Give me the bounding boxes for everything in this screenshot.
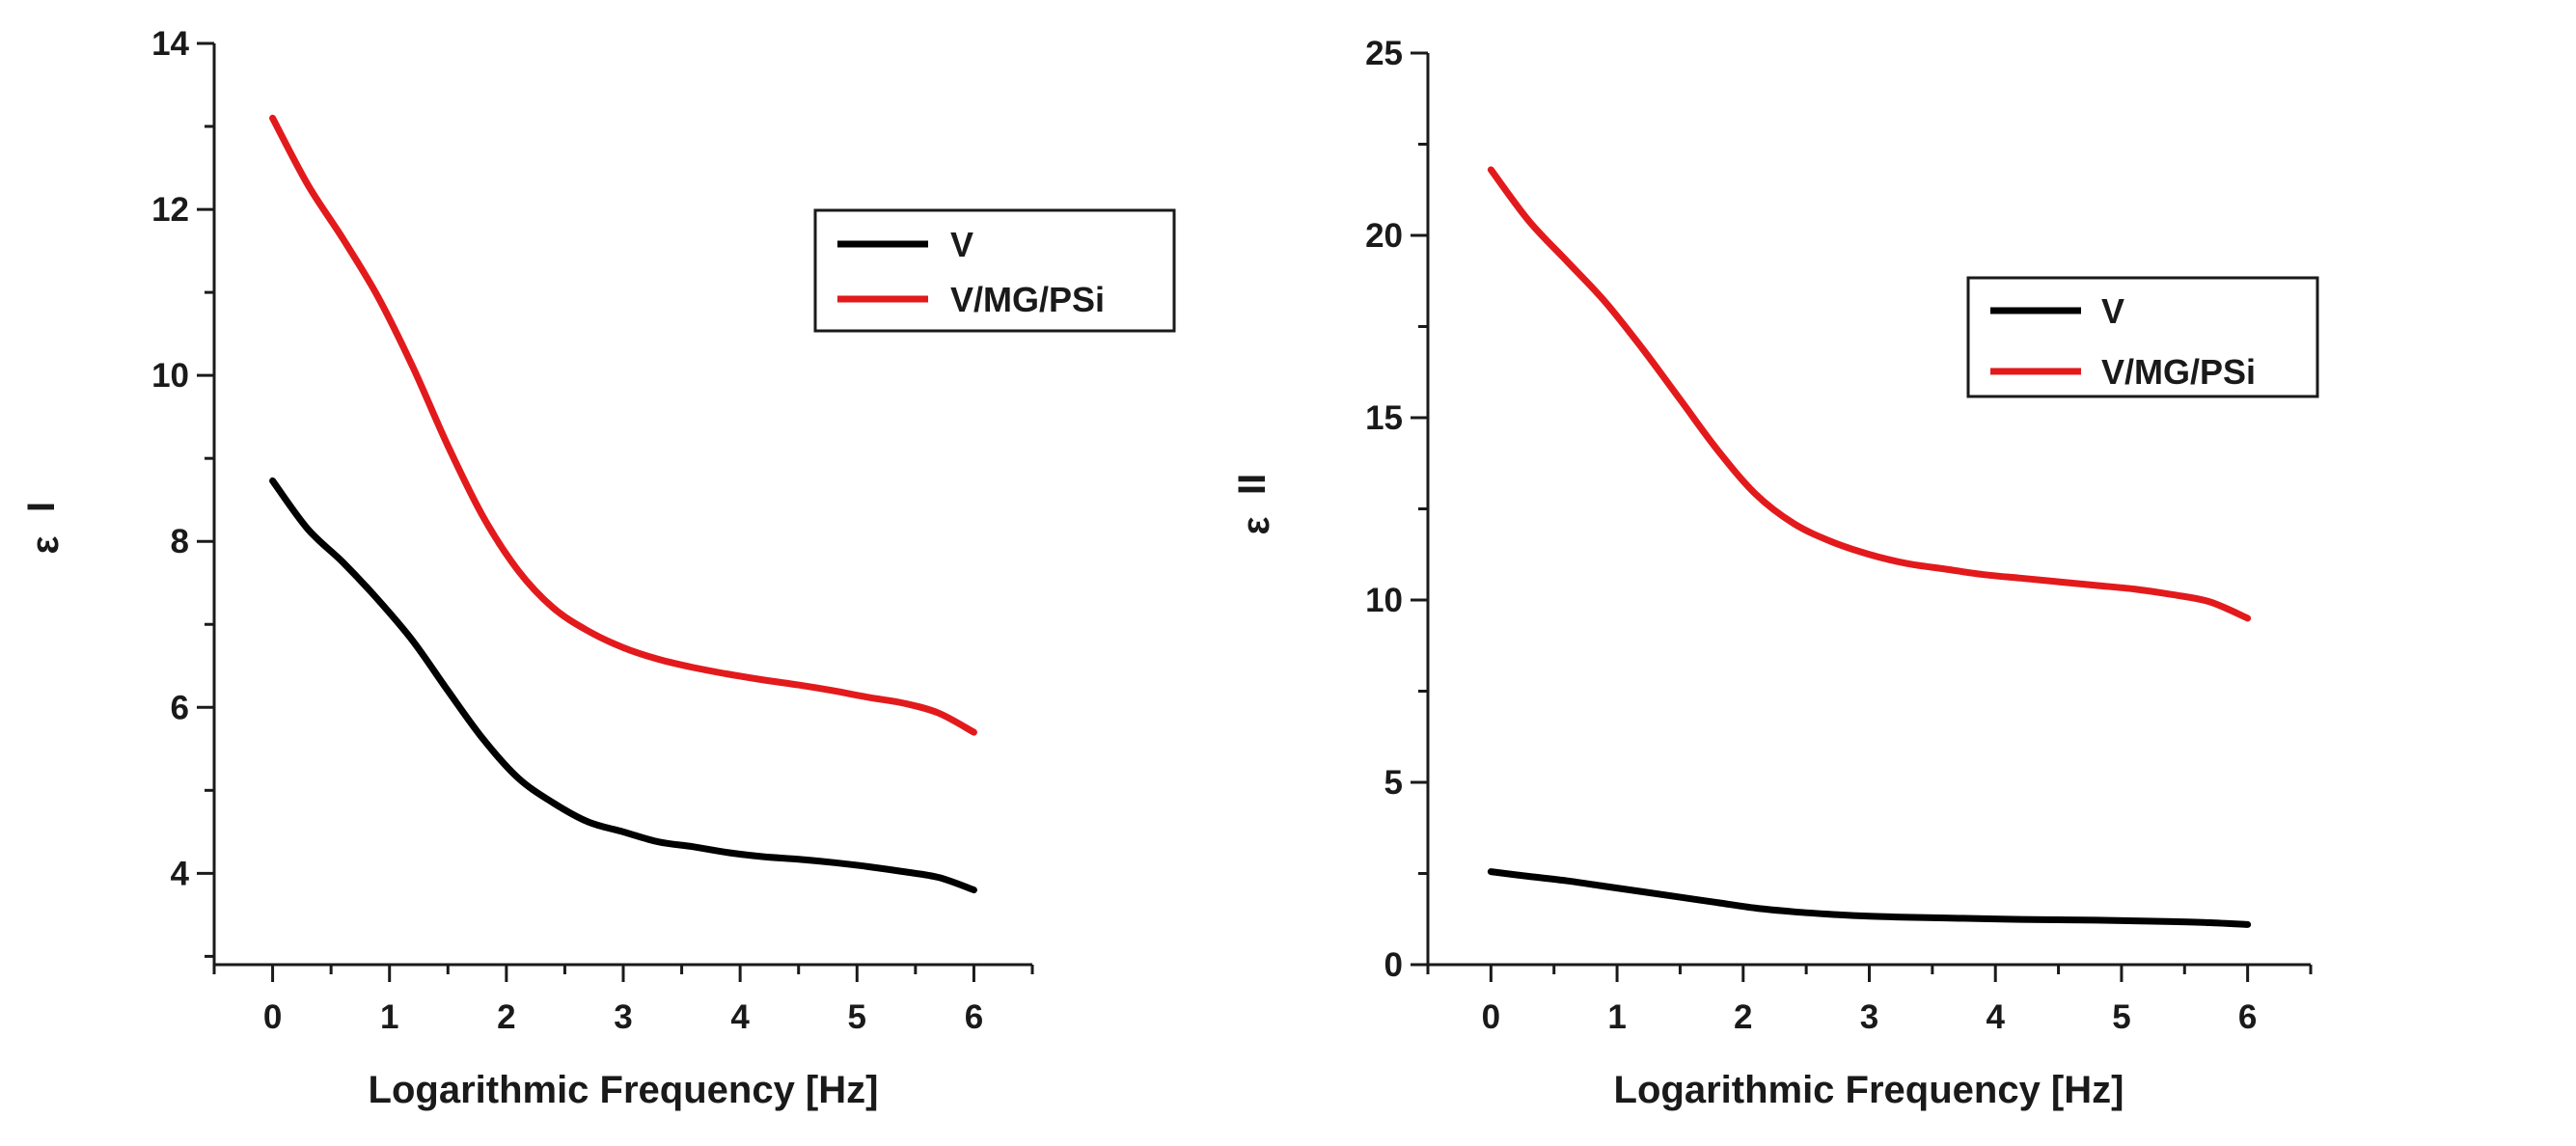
chart-left-y-tick-label: 14 bbox=[151, 25, 189, 63]
chart-left-x-tick-label: 2 bbox=[497, 998, 515, 1036]
chart-right-series-lines bbox=[1487, 166, 2252, 928]
chart-left-x-tick-label: 4 bbox=[730, 998, 750, 1036]
chart-left-y-axis-label: ε I bbox=[20, 502, 67, 555]
chart-left-y-tick-label: 8 bbox=[171, 523, 189, 560]
chart-left-y-axis-mark: I bbox=[20, 502, 63, 512]
chart-right-y-tick-label: 10 bbox=[1365, 582, 1403, 619]
chart-right-y-tick-label: 5 bbox=[1384, 764, 1403, 802]
chart-left-x-tick-label: 0 bbox=[263, 998, 282, 1036]
chart-left-series-vmgpsi bbox=[269, 114, 977, 736]
chart-right-x-tick-label: 1 bbox=[1607, 998, 1626, 1036]
chart-right-legend-box bbox=[1966, 276, 2319, 398]
chart-left-x-tick-label: 3 bbox=[614, 998, 632, 1036]
chart-right-axes bbox=[1426, 53, 2311, 967]
chart-left-axes bbox=[212, 43, 1032, 967]
chart-right: ε II 0 1 2 3 4 5 6 0 5 10 15 20 25 Logarithmic Frequ… bbox=[1231, 35, 2319, 1111]
chart-right-x-tick-label: 0 bbox=[1482, 998, 1500, 1036]
chart-left-x-tick-label: 1 bbox=[380, 998, 398, 1036]
chart-right-x-tick-label: 3 bbox=[1860, 998, 1878, 1036]
chart-left-legend-box bbox=[813, 208, 1176, 333]
chart-right-y-tick-label: 15 bbox=[1365, 399, 1403, 437]
chart-left-series-lines bbox=[269, 114, 977, 894]
chart-right-series-v bbox=[1487, 868, 2252, 928]
chart-right-legend-label-vmgpsi: V/MG/PSi bbox=[2101, 352, 2256, 392]
chart-right-x-axis-label: Logarithmic Frequency [Hz] bbox=[1614, 1069, 2124, 1111]
chart-right-x-tick-label: 2 bbox=[1734, 998, 1752, 1036]
chart-left-y-tick-label: 10 bbox=[151, 357, 189, 395]
chart-left-legend-label-vmgpsi: V/MG/PSi bbox=[950, 280, 1105, 319]
chart-left-legend: V V/MG/PSi bbox=[813, 208, 1176, 333]
chart-left-x-axis-label: Logarithmic Frequency [Hz] bbox=[369, 1069, 879, 1111]
chart-right-x-tick-label: 4 bbox=[1986, 998, 2005, 1036]
chart-right-legend-label-v: V bbox=[2101, 291, 2124, 331]
chart-right-series-vmgpsi bbox=[1487, 166, 2252, 622]
chart-right-y-axis-symbol: ε bbox=[1235, 516, 1277, 534]
chart-right-y-axis-mark: II bbox=[1231, 474, 1274, 495]
chart-right-y-tick-label: 0 bbox=[1384, 946, 1403, 984]
chart-left-legend-label-v: V bbox=[950, 225, 973, 264]
chart-right-y-axis-label: ε II bbox=[1231, 474, 1277, 535]
chart-left-x-tick-label: 6 bbox=[965, 998, 983, 1036]
chart-left-x-tick-label: 5 bbox=[848, 998, 866, 1036]
chart-left-y-axis-symbol: ε bbox=[24, 535, 67, 554]
chart-left-y-tick-label: 6 bbox=[171, 689, 189, 726]
chart-left-y-tick-label: 4 bbox=[171, 855, 190, 892]
chart-right-ticks: 0 1 2 3 4 5 6 0 5 10 15 20 25 bbox=[1365, 35, 2313, 1036]
chart-left-y-tick-label: 12 bbox=[151, 191, 189, 229]
chart-right-y-tick-label: 20 bbox=[1365, 217, 1403, 255]
chart-right-legend: V V/MG/PSi bbox=[1966, 276, 2319, 398]
chart-right-y-tick-label: 25 bbox=[1365, 35, 1403, 72]
chart-right-x-tick-label: 5 bbox=[2112, 998, 2130, 1036]
chart-left-series-v bbox=[269, 477, 977, 894]
chart-right-x-tick-label: 6 bbox=[2238, 998, 2257, 1036]
